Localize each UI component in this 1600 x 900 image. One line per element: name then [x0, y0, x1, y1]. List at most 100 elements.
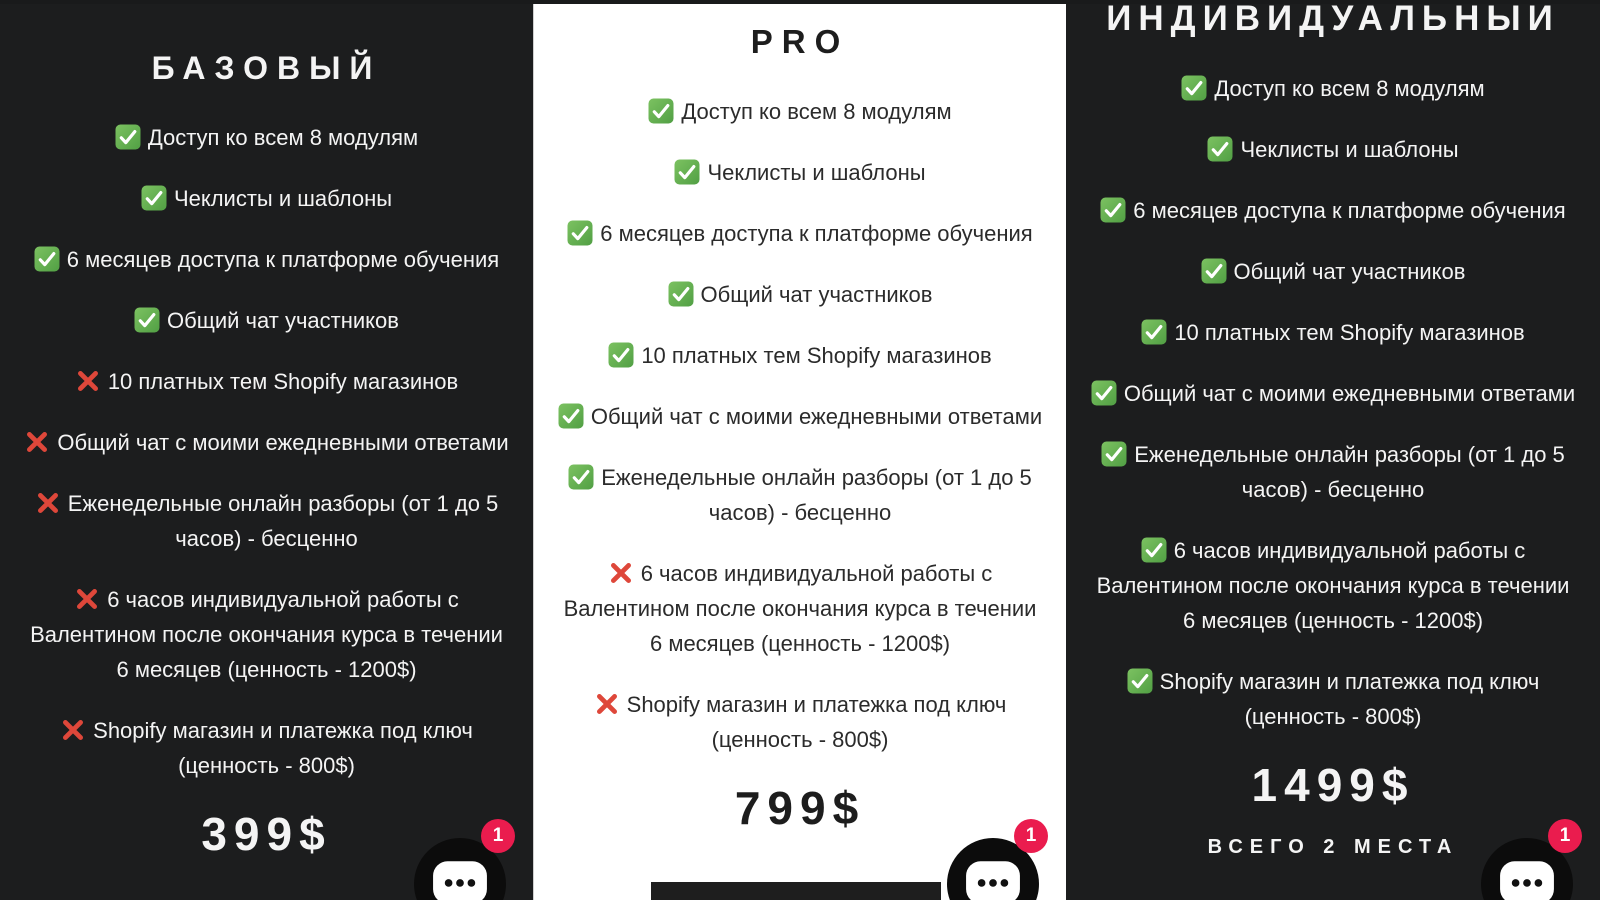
feature-item: Общий чат участников — [134, 303, 399, 338]
feature-text: Еженедельные онлайн разборы (от 1 до 5 ч… — [67, 491, 499, 551]
check-icon — [1091, 380, 1124, 406]
cross-icon — [74, 587, 107, 612]
plan-title: PRO — [750, 23, 850, 60]
plan-price: 1499$ — [1251, 759, 1415, 811]
feature-text: Доступ ко всем 8 модулям — [681, 99, 952, 124]
check-icon — [568, 464, 601, 490]
feature-text: Доступ ко всем 8 модулям — [1214, 76, 1485, 101]
feature-item: Еженедельные онлайн разборы (от 1 до 5 ч… — [568, 460, 1032, 530]
feature-item: 6 месяцев доступа к платформе обучения — [34, 242, 499, 277]
feature-item: Еженедельные онлайн разборы (от 1 до 5 ч… — [1101, 437, 1565, 507]
feature-item: Общий чат участников — [668, 277, 933, 312]
feature-text: Еженедельные онлайн разборы (от 1 до 5 ч… — [1134, 442, 1565, 502]
feature-text: Доступ ко всем 8 модулям — [147, 125, 419, 150]
chat-unread-badge: 1 — [481, 819, 515, 853]
feature-item: Shopify магазин и платежка под ключ (цен… — [1127, 664, 1540, 734]
feature-text: Shopify магазин и платежка под ключ (цен… — [626, 692, 1007, 752]
feature-item: 10 платных тем Shopify магазинов — [1141, 315, 1525, 350]
cross-icon — [35, 491, 68, 516]
cross-icon — [608, 561, 641, 586]
feature-item: Общий чат участников — [1201, 254, 1466, 289]
plan-title: ИНДИВИДУАЛЬНЫЙ — [1106, 0, 1560, 38]
feature-item: Общий чат с моими ежедневными ответами — [558, 399, 1042, 434]
feature-text: Общий чат участников — [700, 282, 933, 307]
feature-item: Доступ ко всем 8 модулям — [648, 94, 952, 129]
check-icon — [567, 220, 600, 246]
chat-dots-icon — [414, 838, 506, 900]
check-icon — [1181, 75, 1214, 101]
feature-text: 10 платных тем Shopify магазинов — [1174, 320, 1525, 345]
plan-availability-note: ВСЕГО 2 МЕСТА — [1207, 836, 1459, 858]
feature-text: Чеклисты и шаблоны — [1240, 137, 1459, 162]
chat-unread-badge: 1 — [1548, 819, 1582, 853]
feature-item: Общий чат с моими ежедневными ответами — [1091, 376, 1575, 411]
plan-card-individual: ИНДИВИДУАЛЬНЫЙ Доступ ко всем 8 модулям … — [1066, 0, 1600, 900]
chat-widget[interactable]: 1 — [947, 819, 1048, 900]
check-icon — [608, 342, 641, 368]
feature-text: 6 месяцев доступа к платформе обучения — [66, 247, 500, 272]
check-icon — [1127, 668, 1160, 694]
check-icon — [1207, 136, 1240, 162]
plan-card-pro: PRO Доступ ко всем 8 модулям Чеклисты и … — [533, 0, 1066, 900]
feature-list: Доступ ко всем 8 модулям Чеклисты и шабл… — [534, 94, 1066, 757]
feature-text: Чеклисты и шаблоны — [707, 160, 926, 185]
feature-item: Доступ ко всем 8 модулям — [1181, 71, 1485, 106]
feature-text: Еженедельные онлайн разборы (от 1 до 5 ч… — [601, 465, 1032, 525]
check-icon — [648, 98, 681, 124]
feature-text: Общий чат участников — [167, 308, 399, 333]
feature-text: Общий чат с моими ежедневными ответами — [590, 404, 1043, 429]
check-icon — [141, 185, 174, 211]
feature-item: Чеклисты и шаблоны — [1207, 132, 1459, 167]
feature-item: 6 часов индивидуальной работы с Валентин… — [1096, 533, 1570, 638]
feature-text: 6 часов индивидуальной работы с Валентин… — [30, 587, 503, 682]
feature-text: 10 платных тем Shopify магазинов — [641, 343, 992, 368]
feature-text: Общий чат с моими ежедневными ответами — [57, 430, 509, 455]
feature-text: Общий чат участников — [1233, 259, 1466, 284]
cross-icon — [75, 369, 108, 394]
feature-item: 6 месяцев доступа к платформе обучения — [567, 216, 1033, 251]
feature-text: Общий чат с моими ежедневными ответами — [1123, 381, 1576, 406]
feature-text: 6 часов индивидуальной работы с Валентин… — [1096, 538, 1570, 633]
check-icon — [1101, 441, 1134, 467]
feature-item: 6 часов индивидуальной работы с Валентин… — [564, 556, 1037, 661]
feature-list: Доступ ко всем 8 модулям Чеклисты и шабл… — [1066, 71, 1600, 734]
chat-dots-icon — [1481, 838, 1573, 900]
chat-widget[interactable]: 1 — [414, 819, 515, 900]
feature-item: 6 часов индивидуальной работы с Валентин… — [30, 582, 503, 687]
check-icon — [134, 307, 167, 333]
feature-text: Shopify магазин и платежка под ключ (цен… — [93, 718, 473, 778]
chat-dots-icon — [947, 838, 1039, 900]
feature-text: Shopify магазин и платежка под ключ (цен… — [1159, 669, 1540, 729]
plan-price: 799$ — [734, 782, 866, 834]
feature-item: Общий чат с моими ежедневными ответами — [24, 425, 509, 460]
feature-text: 10 платных тем Shopify магазинов — [107, 369, 459, 394]
plan-card-basic: БАЗОВЫЙ Доступ ко всем 8 модулям Чеклист… — [0, 0, 533, 900]
check-icon — [558, 403, 591, 429]
buy-button[interactable] — [651, 882, 941, 900]
feature-item: Чеклисты и шаблоны — [674, 155, 926, 190]
plan-price: 399$ — [201, 808, 332, 860]
cross-icon — [594, 692, 627, 717]
check-icon — [1100, 197, 1133, 223]
check-icon — [1141, 319, 1174, 345]
cross-icon — [24, 430, 57, 455]
top-border — [0, 0, 1600, 4]
cross-icon — [60, 718, 93, 743]
feature-item: Еженедельные онлайн разборы (от 1 до 5 ч… — [35, 486, 499, 556]
feature-item: Доступ ко всем 8 модулям — [115, 120, 418, 155]
feature-item: 10 платных тем Shopify магазинов — [608, 338, 992, 373]
plan-title: БАЗОВЫЙ — [151, 50, 382, 86]
chat-unread-badge: 1 — [1014, 819, 1048, 853]
check-icon — [1141, 537, 1174, 563]
feature-item: Shopify магазин и платежка под ключ (цен… — [594, 687, 1007, 757]
feature-list: Доступ ко всем 8 модулям Чеклисты и шабл… — [0, 120, 533, 783]
chat-widget[interactable]: 1 — [1481, 819, 1582, 900]
feature-item: 6 месяцев доступа к платформе обучения — [1100, 193, 1566, 228]
feature-item: 10 платных тем Shopify магазинов — [75, 364, 458, 399]
check-icon — [115, 124, 148, 150]
check-icon — [674, 159, 707, 185]
feature-text: 6 месяцев доступа к платформе обучения — [600, 221, 1033, 246]
feature-item: Shopify магазин и платежка под ключ (цен… — [60, 713, 473, 783]
feature-text: 6 месяцев доступа к платформе обучения — [1133, 198, 1566, 223]
feature-item: Чеклисты и шаблоны — [141, 181, 392, 216]
